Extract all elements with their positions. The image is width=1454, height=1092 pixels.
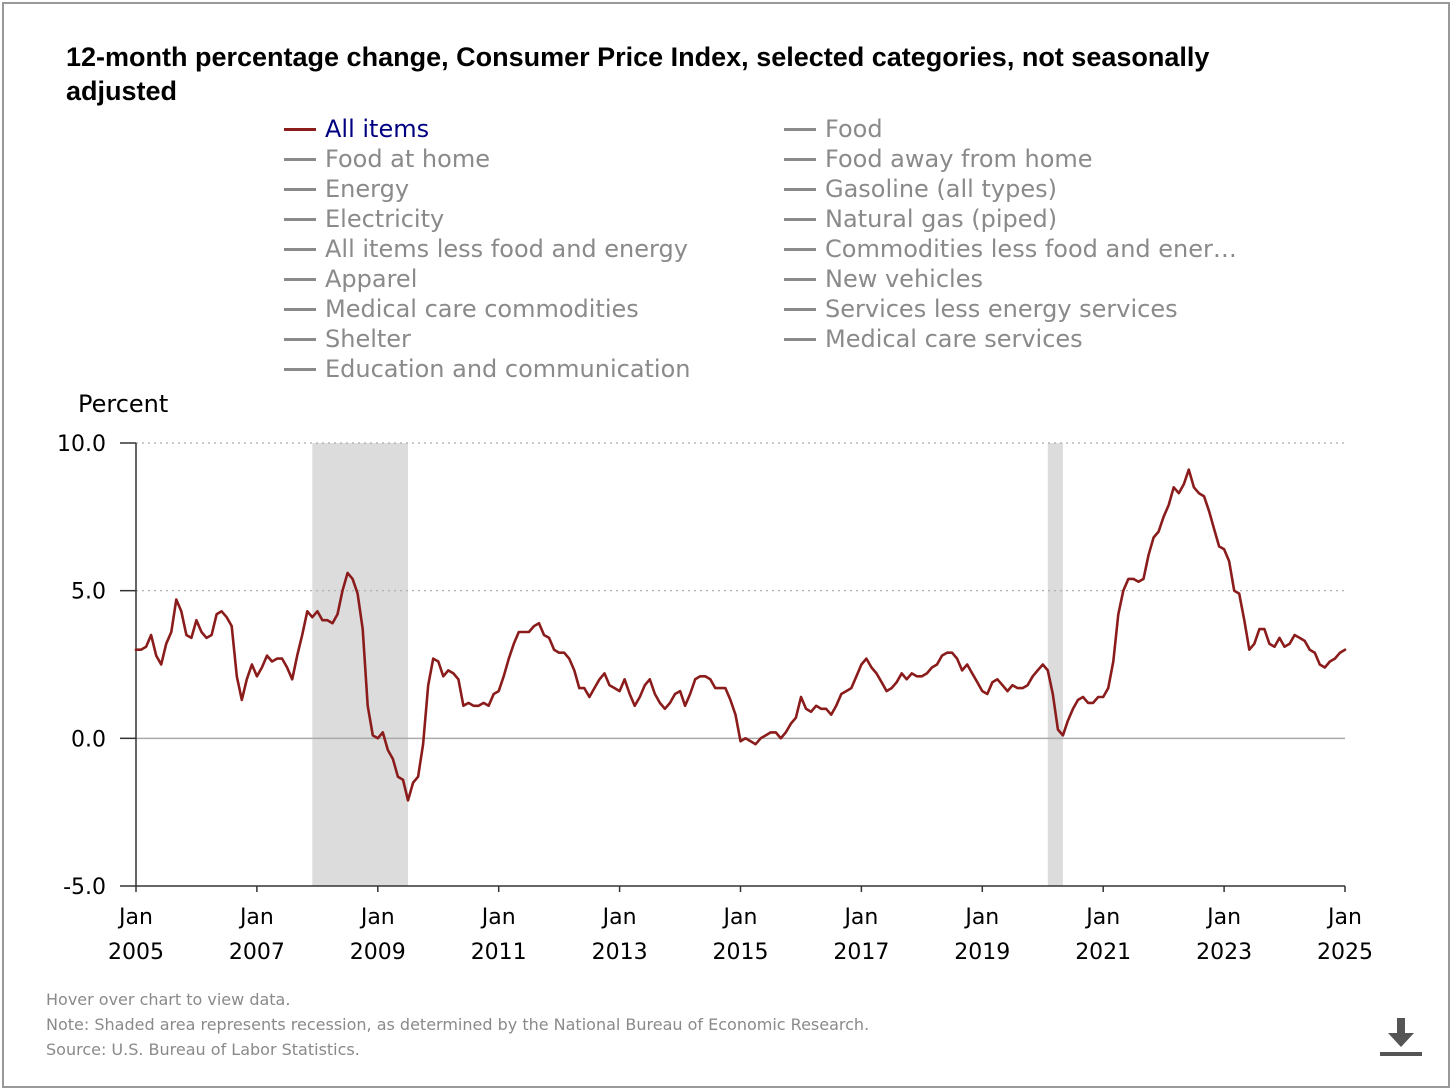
x-tick-month: Jan (1084, 905, 1120, 930)
y-tick-label: -5.0 (63, 875, 106, 900)
legend-item[interactable]: Food (784, 114, 883, 144)
x-tick-month: Jan (238, 905, 274, 930)
legend-line-swatch (784, 127, 816, 131)
x-tick-year: 2011 (471, 940, 527, 965)
hover-hint: Hover over chart to view data. (46, 990, 291, 1009)
legend-item[interactable]: Education and communication (284, 354, 691, 384)
legend-label: Apparel (325, 265, 418, 293)
legend-line-swatch (284, 187, 316, 191)
legend-item[interactable]: Electricity (284, 204, 444, 234)
legend-label: All items less food and energy (325, 235, 688, 263)
legend-label: Commodities less food and ener… (825, 235, 1237, 263)
legend-line-swatch (284, 307, 316, 311)
legend-item[interactable]: Medical care services (784, 324, 1083, 354)
legend-item[interactable]: Food at home (284, 144, 490, 174)
x-tick-year: 2007 (229, 940, 285, 965)
y-axis-label: Percent (78, 390, 169, 418)
x-tick-month: Jan (601, 905, 637, 930)
legend-line-swatch (284, 367, 316, 371)
source-note: Source: U.S. Bureau of Labor Statistics. (46, 1040, 360, 1059)
legend-label: Food away from home (825, 145, 1093, 173)
legend-label: Gasoline (all types) (825, 175, 1057, 203)
legend-line-swatch (284, 337, 316, 341)
legend-line-swatch (784, 277, 816, 281)
legend-label: Food at home (325, 145, 490, 173)
y-tick-label: 5.0 (71, 580, 106, 605)
x-tick-month: Jan (963, 905, 999, 930)
legend-item[interactable]: Gasoline (all types) (784, 174, 1057, 204)
legend-line-swatch (784, 157, 816, 161)
series-line-all-items (134, 468, 1347, 802)
legend-line-swatch (284, 277, 316, 281)
x-tick-year: 2009 (350, 940, 406, 965)
legend-label: Energy (325, 175, 410, 203)
x-tick-month: Jan (1326, 905, 1362, 930)
recession-band (1047, 443, 1063, 886)
legend-line-swatch (784, 247, 816, 251)
legend-item[interactable]: Shelter (284, 324, 411, 354)
legend-line-swatch (784, 307, 816, 311)
legend-line-swatch (284, 127, 316, 131)
legend-label: Education and communication (325, 355, 691, 383)
legend-item[interactable]: Food away from home (784, 144, 1093, 174)
x-tick-month: Jan (359, 905, 395, 930)
legend-item[interactable]: Apparel (284, 264, 417, 294)
legend-label: Services less energy services (825, 295, 1178, 323)
series-layer (134, 468, 1347, 802)
x-tick-year: 2025 (1317, 940, 1373, 965)
legend-line-swatch (284, 217, 316, 221)
legend-label: Natural gas (piped) (825, 205, 1058, 233)
recession-note: Note: Shaded area represents recession, … (46, 1015, 870, 1034)
legend-label: Shelter (325, 325, 411, 353)
legend-label: Medical care commodities (325, 295, 639, 323)
legend-label: Food (825, 115, 883, 143)
x-tick-year: 2021 (1075, 940, 1131, 965)
legend-line-swatch (284, 157, 316, 161)
x-tick-year: 2019 (954, 940, 1010, 965)
legend-line-swatch (784, 187, 816, 191)
x-tick-year: 2017 (833, 940, 889, 965)
legend-item[interactable]: Natural gas (piped) (784, 204, 1057, 234)
legend-label: All items (325, 115, 430, 143)
y-ticks: 10.0 5.0 0.0 -5.0 (57, 432, 136, 900)
legend-item[interactable]: All items (284, 114, 429, 144)
y-tick-label: 0.0 (71, 727, 106, 752)
legend-label: New vehicles (825, 265, 983, 293)
x-tick-year: 2013 (592, 940, 648, 965)
recession-band (312, 443, 409, 886)
legend-item[interactable]: All items less food and energy (284, 234, 688, 264)
download-button[interactable] (1378, 1014, 1424, 1060)
legend-item[interactable]: Medical care commodities (284, 294, 639, 324)
x-tick-year: 2015 (713, 940, 769, 965)
x-ticks: Jan 2005 Jan 2007 Jan 2009 Jan 2011 Jan 2013 Jan 20… (108, 886, 1373, 965)
legend-item[interactable]: New vehicles (784, 264, 983, 294)
legend-line-swatch (284, 247, 316, 251)
y-tick-label: 10.0 (57, 432, 106, 457)
legend-line-swatch (784, 337, 816, 341)
x-tick-month: Jan (722, 905, 758, 930)
x-tick-month: Jan (842, 905, 878, 930)
download-icon (1380, 1018, 1422, 1056)
x-tick-month: Jan (480, 905, 516, 930)
legend-label: Medical care services (825, 325, 1083, 353)
legend-item[interactable]: Energy (284, 174, 409, 204)
legend-label: Electricity (325, 205, 445, 233)
legend-line-swatch (784, 217, 816, 221)
x-tick-month: Jan (1205, 905, 1241, 930)
x-tick-month: Jan (117, 905, 153, 930)
chart-title: 12-month percentage change, Consumer Pri… (66, 42, 1210, 106)
recession-shading (312, 443, 1063, 886)
x-tick-year: 2023 (1196, 940, 1252, 965)
legend-item[interactable]: Commodities less food and ener… (784, 234, 1237, 264)
legend-item[interactable]: Services less energy services (784, 294, 1178, 324)
x-tick-year: 2005 (108, 940, 164, 965)
